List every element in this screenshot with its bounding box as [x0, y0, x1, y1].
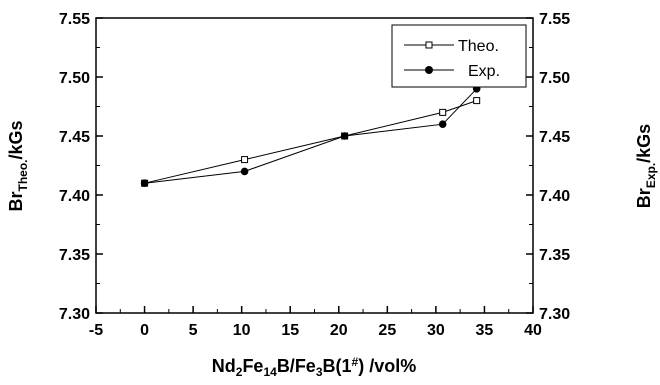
y-tick-label: 7.35	[59, 247, 90, 264]
y-axis-left-ticks: 7.30 7.35 7.40 7.45 7.50 7.55	[59, 11, 103, 323]
y2-tick-label: 7.30	[539, 306, 570, 323]
legend-exp-marker	[425, 66, 433, 74]
legend-box	[391, 24, 527, 88]
series-exp-point	[438, 120, 447, 128]
legend: Theo. Exp.	[391, 24, 527, 88]
y-tick-label: 7.30	[59, 306, 90, 323]
x-axis-title: Nd2Fe14B/Fe3B(1#) /vol%	[212, 355, 416, 379]
x-tick-label: 15	[281, 322, 299, 339]
y2-tick-label: 7.50	[539, 70, 570, 87]
y2-tick-label: 7.45	[539, 129, 570, 146]
legend-theo-label: Theo.	[458, 38, 499, 55]
y2-tick-label: 7.40	[539, 188, 570, 205]
x-tick-label: 5	[189, 322, 198, 339]
series-exp-point	[340, 132, 349, 140]
legend-exp-label: Exp.	[468, 63, 500, 80]
series-theo-point	[473, 97, 481, 105]
x-tick-label: -5	[89, 322, 103, 339]
series-layer	[140, 85, 481, 187]
y-axis-right-title: BrExp./kGs	[634, 124, 658, 208]
x-tick-label: 0	[140, 322, 149, 339]
series-exp-point	[140, 179, 149, 187]
x-tick-label: 30	[427, 322, 445, 339]
x-tick-label: 20	[330, 322, 348, 339]
y-tick-label: 7.40	[59, 188, 90, 205]
y-tick-label: 7.55	[59, 11, 90, 28]
y-tick-label: 7.45	[59, 129, 90, 146]
series-exp-point	[240, 167, 249, 176]
x-tick-label: 35	[476, 322, 494, 339]
x-tick-label: 25	[378, 322, 396, 339]
series-exp-line	[144, 88, 478, 184]
series-theo-point	[439, 108, 447, 116]
x-tick-label: 10	[233, 322, 251, 339]
y-tick-label: 7.50	[59, 70, 90, 87]
series-theo-point	[241, 156, 249, 164]
x-axis-ticks: -5 0 5 10 15 20 25 30 35 40	[89, 306, 542, 339]
y2-tick-label: 7.35	[539, 247, 570, 264]
series-theo-line	[144, 100, 477, 184]
x-tick-label: 40	[524, 322, 542, 339]
y-axis-right-ticks: 7.30 7.35 7.40 7.45 7.50 7.55	[526, 11, 570, 323]
y-axis-left-title: BrTheo./kGs	[6, 120, 30, 211]
legend-theo-marker	[425, 41, 433, 49]
y2-tick-label: 7.55	[539, 11, 570, 28]
